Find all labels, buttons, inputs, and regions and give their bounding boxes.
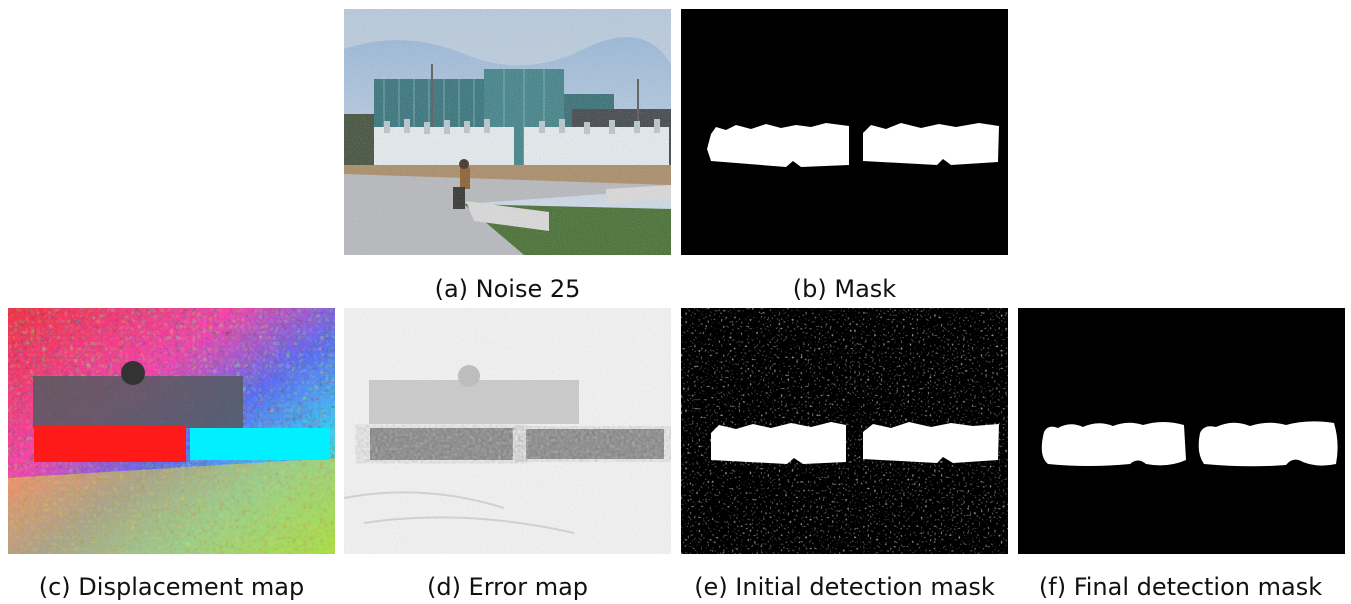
initial-detection-mask-image [681, 308, 1008, 554]
displacement-map-image [8, 308, 335, 554]
error-map-image [344, 308, 671, 554]
caption-f: (f) Final detection mask [1038, 573, 1323, 601]
caption-e: (e) Initial detection mask [694, 573, 995, 601]
noisy-photo-image [344, 9, 671, 255]
final-detection-mask-image [1018, 308, 1345, 554]
caption-c: (c) Displacement map [38, 573, 305, 601]
caption-a: (a) Noise 25 [434, 275, 581, 303]
mask-image [681, 9, 1008, 255]
caption-d: (d) Error map [426, 573, 589, 601]
caption-b: (b) Mask [792, 275, 897, 303]
